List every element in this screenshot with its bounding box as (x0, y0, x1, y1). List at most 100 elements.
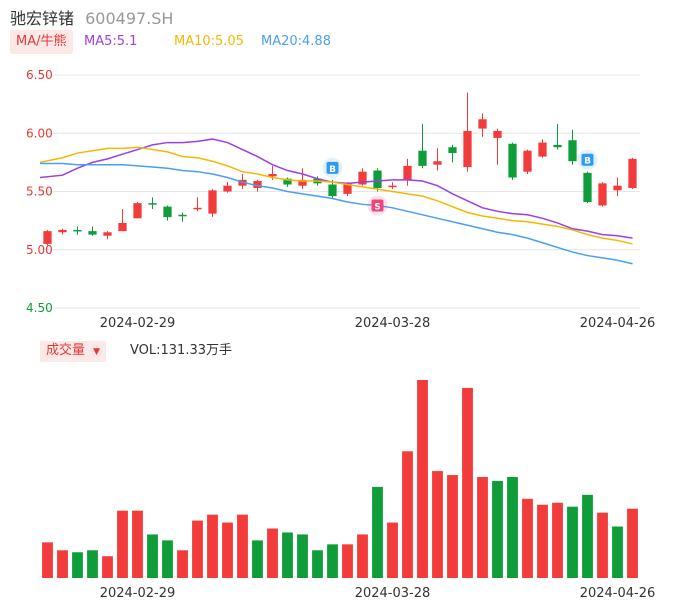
signal-label: B (584, 157, 591, 167)
y-tick-label: 6.00 (26, 126, 53, 140)
candle-body (598, 183, 607, 206)
ma20-line (40, 162, 633, 265)
signal-badge (581, 153, 594, 166)
volume-bar (462, 387, 473, 578)
candle-body (283, 178, 292, 185)
candle-body (328, 184, 337, 197)
volume-value: VOL:131.33万手 (130, 343, 233, 358)
candle-body (133, 203, 142, 219)
ma20-legend: MA20:4.88 (261, 34, 331, 49)
volume-bar (597, 512, 608, 578)
candlestick-chart: 6.50 6.00 5.50 5.00 4.50 2024-02-29 2024-03-28… (26, 68, 656, 331)
volume-bar (42, 542, 53, 578)
volume-bar (162, 540, 173, 578)
volume-bar (582, 494, 593, 578)
candle-body (148, 203, 157, 205)
candle-body (358, 171, 367, 185)
stock-code: 600497.SH (85, 9, 174, 28)
volume-bar (327, 544, 338, 578)
volume-bar (147, 534, 158, 578)
volume-bar (282, 532, 293, 578)
candle-body (223, 185, 232, 192)
volume-bar (297, 534, 308, 578)
volume-bar (522, 498, 533, 578)
volume-bar (72, 552, 83, 578)
volume-bar (552, 502, 563, 578)
stock-name: 驰宏锌锗 (10, 9, 75, 28)
volume-bar (612, 526, 623, 578)
y-tick-label: 5.00 (26, 243, 53, 257)
candle-body (193, 207, 202, 210)
y-tick-label: 4.50 (26, 301, 53, 315)
candle-body (178, 214, 187, 217)
signal-badge (326, 161, 339, 174)
candle-body (388, 185, 397, 188)
volume-bar (177, 550, 188, 578)
candle-body (538, 142, 547, 157)
volume-bar (402, 451, 413, 578)
candle-body (553, 144, 562, 148)
volume-bar (477, 477, 488, 578)
candle-body (508, 143, 517, 178)
candle-body (433, 161, 442, 165)
candle-body (613, 185, 622, 191)
candle-body (163, 206, 172, 218)
candle-body (463, 130, 472, 168)
volume-bar (267, 528, 278, 578)
candle-body (478, 119, 487, 129)
candle-body (628, 158, 637, 189)
candle-body (568, 140, 577, 162)
signal-label: S (374, 203, 380, 213)
x-tick-label: 2024-04-26 (580, 316, 656, 331)
volume-tab-label: 成交量 (46, 343, 86, 358)
candle-body (58, 229, 67, 233)
volume-bar (252, 540, 263, 578)
candle-body (343, 183, 352, 194)
volume-bar (627, 508, 638, 578)
volume-bar (432, 471, 443, 578)
candle-body (88, 231, 97, 235)
ma10-line (39, 146, 633, 245)
volume-bar (102, 556, 113, 578)
volume-bar (492, 480, 503, 578)
candle-body (253, 181, 262, 189)
volume-bar (117, 510, 128, 578)
candle-body (208, 190, 217, 214)
volume-bar (447, 475, 458, 578)
signal-badge (371, 199, 384, 212)
candle-body (583, 172, 592, 202)
volume-tab[interactable]: 成交量 ▼ (40, 341, 107, 362)
candle-body (523, 150, 532, 172)
volume-bar (537, 504, 548, 578)
ma10-legend: MA10:5.05 (174, 34, 244, 49)
x-tick-label: 2024-04-26 (580, 586, 656, 601)
volume-bar (192, 520, 203, 578)
volume-bar (357, 534, 368, 578)
volume-chart: 2024-02-29 2024-03-28 2024-04-26 (42, 380, 656, 601)
volume-bar (387, 522, 398, 578)
ma-bull-bear-tab[interactable]: MA/牛熊 (10, 30, 73, 54)
volume-bar (507, 477, 518, 578)
candle-body (268, 174, 277, 177)
volume-bar (567, 506, 578, 578)
volume-bar (372, 486, 383, 578)
volume-bar (417, 380, 428, 578)
volume-bar (312, 550, 323, 578)
candle-body (43, 231, 52, 244)
volume-bar (207, 514, 218, 578)
volume-bar (57, 550, 68, 578)
candle-body (403, 165, 412, 180)
x-tick-label: 2024-03-28 (355, 586, 431, 601)
ma5-legend: MA5:5.1 (84, 34, 138, 49)
volume-bar (87, 550, 98, 578)
x-tick-label: 2024-02-29 (100, 586, 176, 601)
candle-body (103, 232, 112, 236)
x-tick-label: 2024-03-28 (355, 316, 431, 331)
x-tick-label: 2024-02-29 (100, 316, 176, 331)
volume-bar (237, 514, 248, 578)
stock-header: 驰宏锌锗 600497.SH (10, 5, 173, 29)
candle-body (493, 130, 502, 138)
candle-body (418, 150, 427, 166)
candle-body (118, 222, 127, 232)
volume-bar (222, 522, 233, 578)
